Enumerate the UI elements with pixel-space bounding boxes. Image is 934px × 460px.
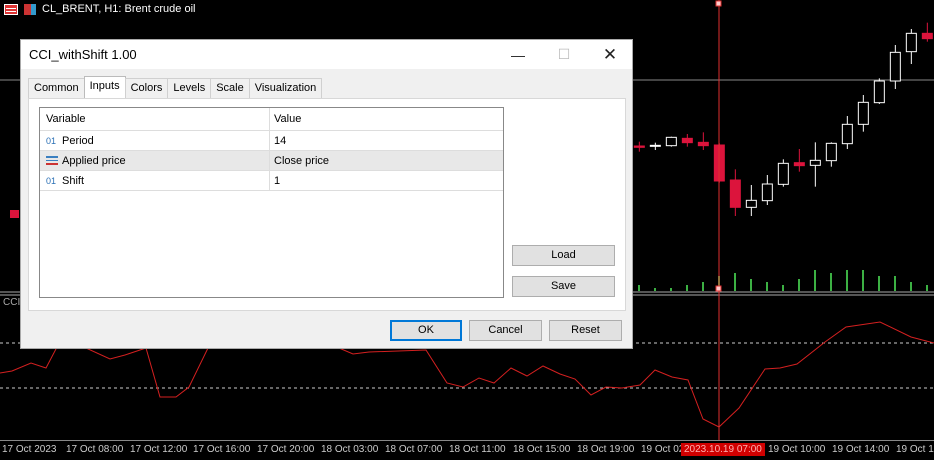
indicator-label: CCI [3,297,21,308]
bull-candle [809,159,821,166]
close-icon[interactable]: ✕ [602,44,618,64]
indicator-properties-dialog: CCI_withShift 1.00 — ☐ ✕ Common Inputs C… [20,39,633,349]
time-tick-label: 19 Oct 14:00 [832,444,890,455]
tab-colors[interactable]: Colors [124,78,169,98]
bear-candle [10,210,19,218]
save-button[interactable]: Save [512,276,615,297]
time-tick-label: 17 Oct 2023 [2,444,57,455]
bull-candle [857,101,869,125]
tab-scale[interactable]: Scale [210,78,250,98]
time-tick-label: 19 Oct 10:00 [768,444,826,455]
minimize-icon[interactable]: — [511,46,525,63]
value-cell[interactable]: Close price [274,154,330,167]
time-tick-label: 18 Oct 11:00 [449,444,506,455]
crosshair-handle [715,285,722,292]
symbol-title: CL_BRENT, H1: Brent crude oil [42,3,196,15]
time-tick-label: 18 Oct 15:00 [513,444,571,455]
time-tick-label: 17 Oct 12:00 [130,444,188,455]
chart-title: CL_BRENT, H1: Brent crude oil [4,3,195,15]
bull-candle [873,80,885,104]
tab-levels[interactable]: Levels [167,78,212,98]
one-click-trading-icon[interactable] [24,3,36,15]
time-tick-label: 18 Oct 19:00 [577,444,635,455]
cancel-button[interactable]: Cancel [469,320,542,341]
bull-candle [777,162,789,185]
time-tick-label: 18 Oct 03:00 [321,444,379,455]
dialog-title: CCI_withShift 1.00 [29,47,137,62]
tab-common[interactable]: Common [28,78,85,98]
variable-name: Applied price [62,154,126,167]
bull-candle [825,142,837,162]
table-row[interactable]: 01 Shift 1 [40,171,503,191]
time-tick-label: 19 Oct 02 [641,444,685,455]
dialog-titlebar: CCI_withShift 1.00 [21,40,632,69]
maximize-icon: ☐ [557,46,571,62]
inputs-table: Variable Value 01 Period 14 Applied price… [39,107,504,298]
bull-candle [761,183,773,202]
table-header: Variable Value [40,108,503,131]
bull-candle [841,123,853,145]
bull-candle [745,199,757,208]
tab-inputs[interactable]: Inputs [83,76,126,98]
time-tick-label: 18 Oct 07:00 [385,444,443,455]
ok-button[interactable]: OK [390,320,462,341]
value-cell[interactable]: 1 [274,174,281,187]
table-row[interactable]: Applied price Close price [40,151,503,171]
value-cell[interactable]: 14 [274,134,287,147]
time-axis: 17 Oct 2023 17 Oct 08:00 17 Oct 12:00 17 Oc… [0,440,934,460]
bear-candle [921,32,933,40]
crosshair-time-label: 2023.10.19 07:00 [681,443,765,456]
header-variable: Variable [40,108,270,130]
bear-candle [729,179,741,208]
bear-candle [681,137,693,144]
time-tick-label: 17 Oct 16:00 [193,444,251,455]
bear-candle [697,141,709,147]
variable-name: Shift [62,174,85,187]
header-value: Value [274,113,302,125]
time-tick-label: 17 Oct 08:00 [66,444,124,455]
chart-menu-icon[interactable] [4,3,18,15]
time-tick-label: 19 Oct 18 [896,444,934,455]
cci-line [0,321,934,428]
int-icon: 01 [46,175,57,186]
crosshair-handle [715,0,722,7]
bear-candle [793,162,805,167]
tab-visualization[interactable]: Visualization [248,78,323,98]
bear-candle [633,145,645,148]
bull-candle [649,144,661,147]
enum-icon [46,156,58,165]
bull-candle [905,32,917,53]
int-icon: 01 [46,135,57,146]
time-tick-label: 17 Oct 20:00 [257,444,315,455]
variable-name: Period [62,134,94,147]
inputs-panel: Variable Value 01 Period 14 Applied price… [28,98,626,311]
table-row[interactable]: 01 Period 14 [40,131,503,151]
tab-bar: Common Inputs Colors Levels Scale Visual… [28,76,323,98]
load-button[interactable]: Load [512,245,615,266]
reset-button[interactable]: Reset [549,320,622,341]
bull-candle [665,136,677,147]
bull-candle [889,51,901,82]
